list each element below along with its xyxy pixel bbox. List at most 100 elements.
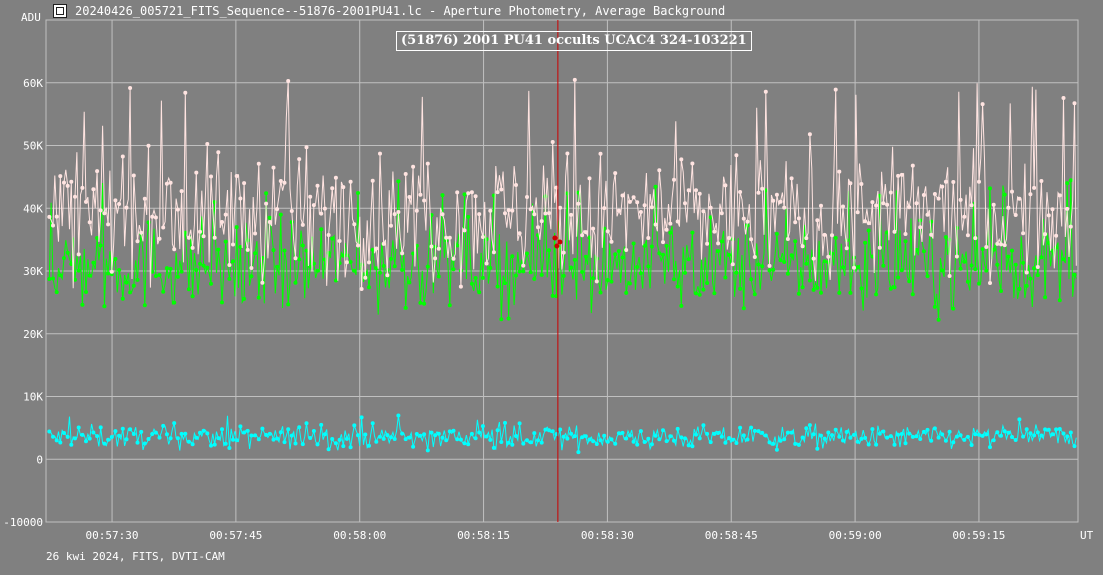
data-point-target bbox=[231, 242, 235, 247]
data-point-background bbox=[807, 423, 812, 428]
data-point-target bbox=[980, 102, 985, 107]
data-point-background bbox=[844, 430, 849, 434]
data-point-background bbox=[198, 430, 202, 435]
data-point-background bbox=[411, 444, 416, 449]
data-point-background bbox=[903, 441, 908, 446]
data-point-comparison bbox=[1043, 295, 1048, 300]
data-point-target bbox=[988, 281, 992, 285]
data-point-comparison bbox=[510, 254, 515, 259]
data-point-background bbox=[686, 443, 691, 448]
data-point-background bbox=[378, 434, 382, 439]
data-point-comparison bbox=[646, 264, 651, 269]
data-point-target bbox=[488, 208, 493, 213]
data-point-background bbox=[491, 445, 496, 450]
data-point-target bbox=[337, 239, 342, 243]
data-point-background bbox=[752, 428, 757, 433]
data-point-background bbox=[712, 431, 717, 436]
data-point-target bbox=[690, 161, 695, 166]
data-point-background bbox=[1032, 433, 1037, 438]
data-point-target bbox=[539, 219, 544, 224]
data-point-target bbox=[407, 195, 412, 199]
data-point-target bbox=[1065, 206, 1070, 211]
data-point-background bbox=[47, 429, 52, 434]
data-point-comparison bbox=[657, 251, 662, 256]
data-point-target bbox=[536, 225, 540, 230]
data-point-comparison bbox=[418, 300, 423, 305]
data-point-target bbox=[701, 209, 706, 214]
data-point-background bbox=[348, 445, 353, 450]
data-point-background bbox=[370, 421, 375, 426]
data-point-background bbox=[605, 439, 610, 444]
data-point-target bbox=[620, 193, 625, 198]
data-point-background bbox=[260, 426, 265, 431]
data-point-target bbox=[352, 222, 357, 227]
data-point-background bbox=[896, 432, 901, 437]
data-point-target bbox=[664, 227, 669, 232]
data-point-background bbox=[943, 438, 948, 443]
data-point-target bbox=[1050, 207, 1055, 212]
data-point-background bbox=[635, 442, 640, 447]
app-icon[interactable] bbox=[53, 4, 67, 18]
data-point-comparison bbox=[370, 247, 375, 252]
data-point-background bbox=[723, 440, 728, 445]
data-point-background bbox=[591, 439, 596, 444]
data-point-background bbox=[848, 435, 853, 440]
data-point-comparison bbox=[499, 317, 504, 322]
data-point-target bbox=[47, 214, 52, 219]
data-point-target bbox=[569, 212, 574, 217]
data-point-background bbox=[392, 437, 397, 441]
data-point-background bbox=[344, 436, 349, 441]
data-point-target bbox=[921, 193, 926, 197]
data-point-comparison bbox=[525, 251, 529, 256]
data-point-background bbox=[447, 429, 452, 434]
data-point-comparison bbox=[348, 260, 353, 264]
data-point-background bbox=[638, 429, 643, 434]
data-point-comparison bbox=[253, 251, 258, 256]
data-point-background bbox=[433, 433, 438, 438]
data-point-background bbox=[429, 430, 434, 435]
data-point-background bbox=[624, 436, 629, 441]
data-point-comparison bbox=[580, 269, 585, 274]
data-point-target bbox=[370, 178, 375, 183]
data-point-target bbox=[830, 233, 834, 238]
data-point-target bbox=[749, 237, 754, 242]
data-point-target bbox=[598, 151, 603, 156]
data-point-target bbox=[142, 196, 147, 201]
data-point-comparison bbox=[668, 230, 673, 235]
event-point bbox=[557, 239, 563, 245]
data-point-target bbox=[491, 250, 496, 255]
data-point-background bbox=[403, 437, 408, 442]
data-point-background bbox=[609, 437, 614, 442]
data-point-target bbox=[113, 198, 118, 203]
data-point-comparison bbox=[561, 273, 566, 278]
data-point-background bbox=[984, 432, 989, 437]
data-point-target bbox=[98, 208, 103, 213]
data-point-comparison bbox=[319, 227, 324, 232]
data-point-comparison bbox=[220, 300, 224, 305]
data-point-background bbox=[774, 447, 779, 452]
data-point-comparison bbox=[752, 292, 757, 297]
data-point-background bbox=[558, 427, 563, 432]
data-point-background bbox=[995, 430, 1000, 435]
data-point-background bbox=[264, 432, 269, 437]
data-point-background bbox=[580, 435, 585, 440]
data-point-background bbox=[249, 433, 254, 438]
data-point-target bbox=[87, 220, 92, 225]
data-point-target bbox=[153, 215, 158, 220]
data-point-target bbox=[572, 77, 577, 82]
data-point-comparison bbox=[297, 257, 302, 262]
data-point-target bbox=[866, 221, 871, 226]
data-point-background bbox=[1068, 430, 1073, 435]
data-point-background bbox=[1043, 427, 1048, 432]
data-point-comparison bbox=[381, 264, 386, 268]
data-point-target bbox=[657, 168, 662, 173]
data-point-comparison bbox=[863, 240, 868, 245]
data-point-background bbox=[444, 438, 449, 443]
data-point-target bbox=[414, 208, 419, 213]
data-point-target bbox=[947, 274, 952, 278]
data-point-comparison bbox=[440, 193, 445, 198]
data-point-target bbox=[275, 207, 280, 212]
data-point-target bbox=[282, 180, 287, 185]
data-point-background bbox=[418, 433, 423, 438]
